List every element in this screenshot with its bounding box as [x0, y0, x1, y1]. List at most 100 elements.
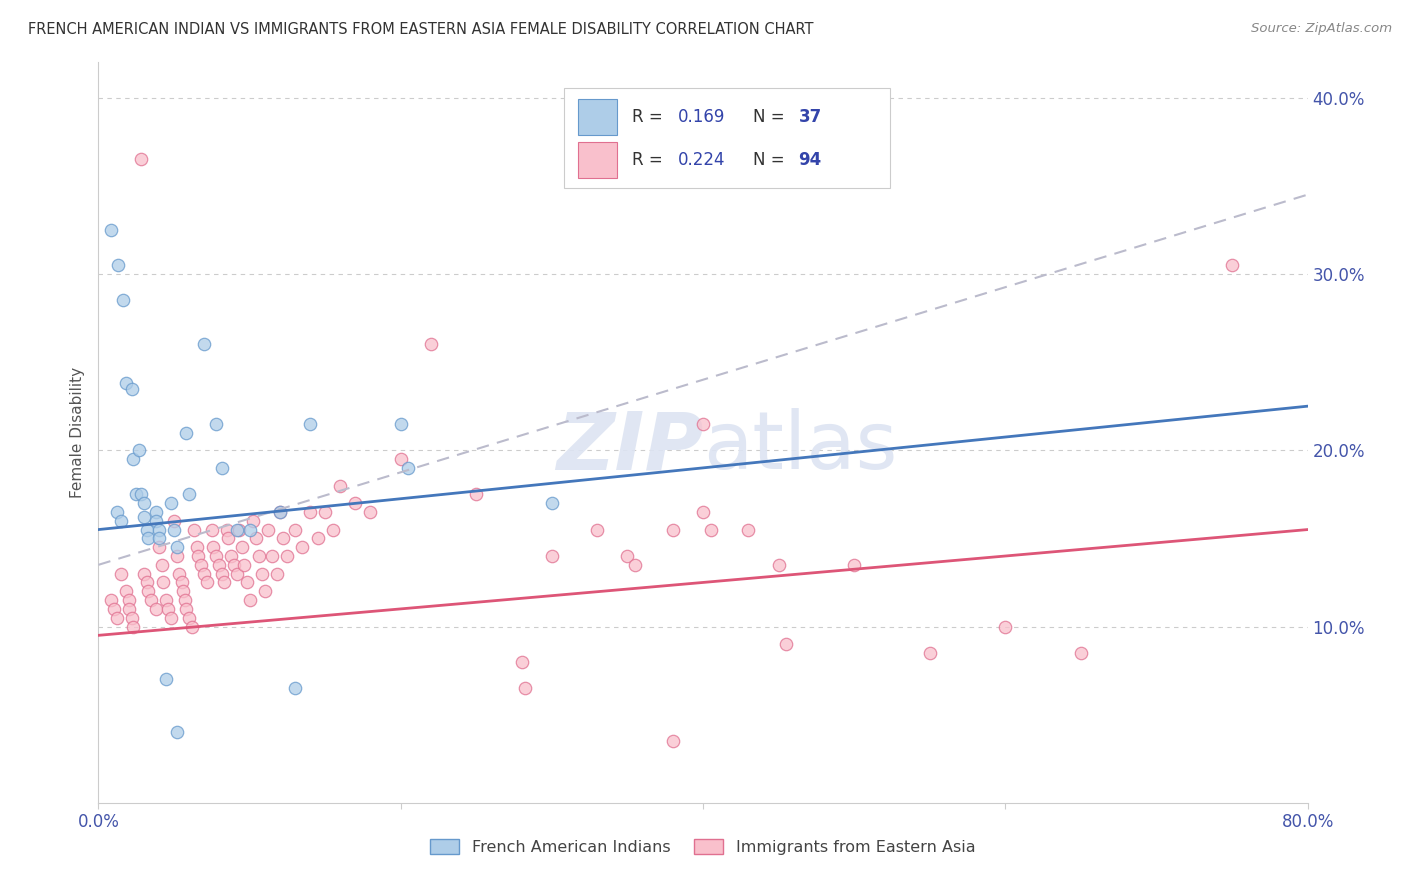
Point [201, 523, 224, 537]
Point [110, 514, 132, 528]
Point [205, 417, 228, 431]
Point [125, 487, 148, 501]
Point [217, 532, 239, 546]
Point [148, 523, 170, 537]
Point [231, 540, 253, 554]
Text: N =: N = [752, 108, 789, 127]
Point [360, 505, 382, 519]
Point [266, 566, 288, 581]
Point [322, 523, 344, 537]
Point [202, 540, 225, 554]
Point [262, 549, 284, 563]
Point [135, 575, 157, 590]
Point [163, 523, 186, 537]
Point [107, 258, 129, 272]
Point [105, 610, 128, 624]
Text: R =: R = [631, 108, 668, 127]
Point [232, 558, 254, 572]
Point [145, 505, 167, 519]
Point [540, 496, 562, 510]
Point [132, 566, 155, 581]
Point [172, 584, 194, 599]
Point [105, 505, 128, 519]
Point [205, 549, 228, 563]
Point [100, 223, 122, 237]
Point [132, 496, 155, 510]
Point [239, 523, 262, 537]
Point [114, 376, 136, 391]
Point [844, 558, 866, 572]
Point [247, 549, 270, 563]
Bar [578, 99, 617, 135]
Point [193, 337, 215, 351]
Point [284, 681, 307, 696]
Point [110, 566, 132, 581]
Point [692, 505, 714, 519]
Point [239, 593, 262, 607]
Point [183, 523, 205, 537]
Point [465, 487, 488, 501]
Point [768, 558, 790, 572]
Point [181, 619, 204, 633]
Point [215, 523, 238, 537]
Point [122, 619, 145, 633]
Point [226, 566, 249, 581]
Point [167, 566, 190, 581]
Point [299, 505, 322, 519]
Point [173, 593, 195, 607]
Text: atlas: atlas [703, 409, 897, 486]
Text: 37: 37 [799, 108, 821, 127]
Text: FRENCH AMERICAN INDIAN VS IMMIGRANTS FROM EASTERN ASIA FEMALE DISABILITY CORRELA: FRENCH AMERICAN INDIAN VS IMMIGRANTS FRO… [28, 22, 814, 37]
Point [276, 549, 298, 563]
Point [918, 646, 941, 660]
Point [128, 443, 150, 458]
Point [148, 540, 170, 554]
Point [661, 523, 683, 537]
Point [135, 523, 157, 537]
Point [195, 575, 218, 590]
Point [250, 566, 273, 581]
Point [389, 452, 412, 467]
Point [179, 610, 201, 624]
Point [253, 584, 276, 599]
Point [242, 514, 264, 528]
Text: Source: ZipAtlas.com: Source: ZipAtlas.com [1251, 22, 1392, 36]
Point [221, 549, 243, 563]
Point [129, 487, 152, 501]
Point [174, 425, 197, 440]
Point [513, 681, 536, 696]
Point [1070, 646, 1092, 660]
Point [121, 610, 143, 624]
Point [540, 549, 562, 563]
Point [314, 505, 336, 519]
Point [211, 566, 233, 581]
Point [148, 532, 170, 546]
Point [179, 487, 201, 501]
Point [271, 532, 294, 546]
Point [269, 505, 291, 519]
Bar [578, 143, 617, 178]
Text: ZIP: ZIP [555, 409, 703, 486]
Point [166, 549, 188, 563]
Point [224, 558, 246, 572]
Point [190, 558, 212, 572]
Point [586, 523, 609, 537]
Point [186, 540, 208, 554]
Point [160, 496, 183, 510]
Text: 94: 94 [799, 151, 821, 169]
Point [661, 734, 683, 748]
Point [307, 532, 329, 546]
Point [141, 593, 163, 607]
Point [291, 540, 314, 554]
Point [692, 417, 714, 431]
Point [211, 461, 233, 475]
Point [737, 523, 759, 537]
Point [103, 602, 125, 616]
Legend: French American Indians, Immigrants from Eastern Asia: French American Indians, Immigrants from… [425, 833, 981, 862]
Text: N =: N = [752, 151, 789, 169]
Point [245, 532, 267, 546]
Point [118, 602, 141, 616]
Point [145, 602, 167, 616]
Point [235, 575, 257, 590]
Point [152, 575, 174, 590]
